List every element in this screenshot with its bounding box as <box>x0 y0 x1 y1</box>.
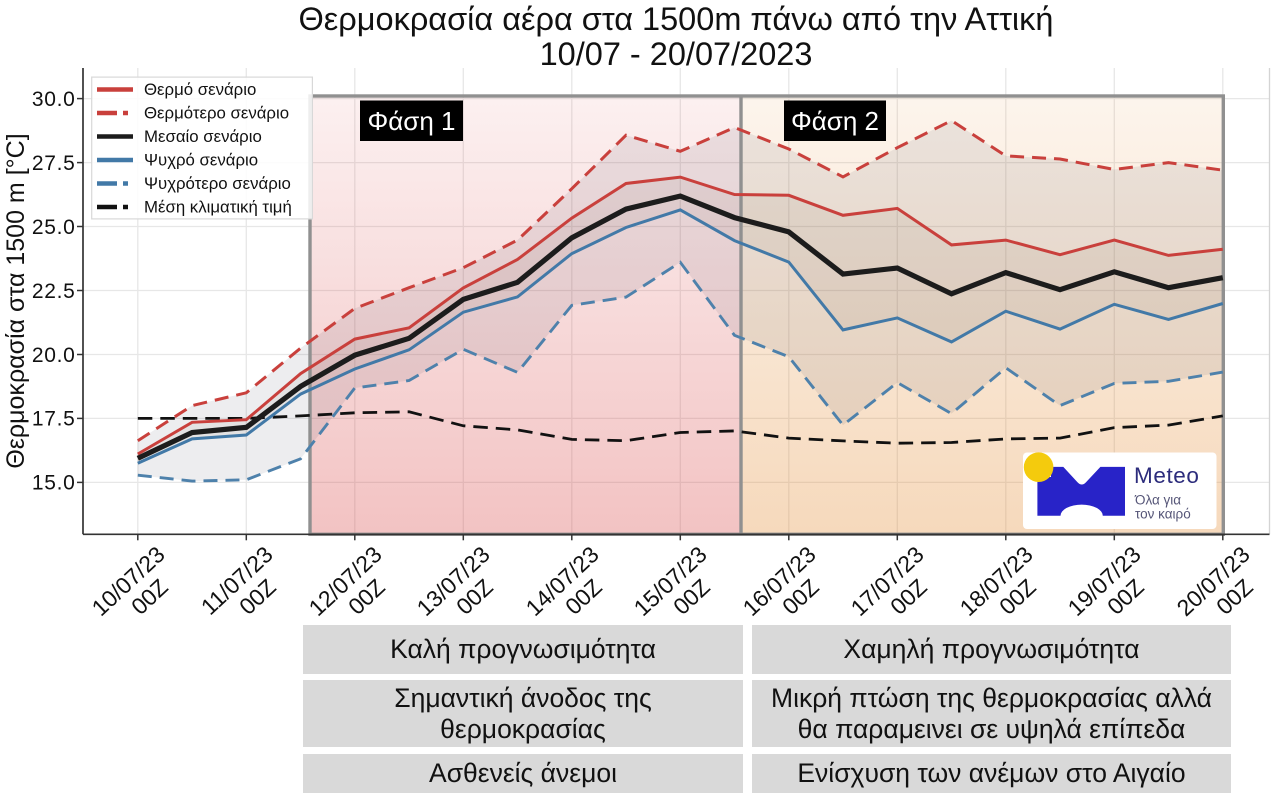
svg-text:Ψυχρό σενάριο: Ψυχρό σενάριο <box>144 151 258 170</box>
svg-text:Ψυχρότερο σενάριο: Ψυχρότερο σενάριο <box>144 174 291 193</box>
svg-text:Θερμοκρασία στα 1500 m [°C]: Θερμοκρασία στα 1500 m [°C] <box>2 133 30 468</box>
svg-text:27.5: 27.5 <box>32 152 76 175</box>
svg-text:Μεσαίο σενάριο: Μεσαίο σενάριο <box>144 127 262 146</box>
svg-text:Φάση 2: Φάση 2 <box>791 106 879 136</box>
svg-text:Θερμότερο σενάριο: Θερμότερο σενάριο <box>144 104 289 123</box>
svg-text:20.0: 20.0 <box>32 344 76 367</box>
svg-text:15.0: 15.0 <box>32 472 76 495</box>
svg-text:Θερμό σενάριο: Θερμό σενάριο <box>144 80 256 99</box>
svg-text:Μέση κλιματική τιμή: Μέση κλιματική τιμή <box>144 198 292 217</box>
svg-text:Φάση 1: Φάση 1 <box>368 106 456 136</box>
svg-text:30.0: 30.0 <box>32 88 76 111</box>
svg-text:22.5: 22.5 <box>32 280 76 303</box>
svg-text:τον καιρό: τον καιρό <box>1135 507 1191 522</box>
svg-text:17.5: 17.5 <box>32 408 76 431</box>
svg-text:Meteo: Meteo <box>1134 463 1200 488</box>
svg-text:Όλα για: Όλα για <box>1134 493 1181 508</box>
svg-text:25.0: 25.0 <box>32 216 76 239</box>
